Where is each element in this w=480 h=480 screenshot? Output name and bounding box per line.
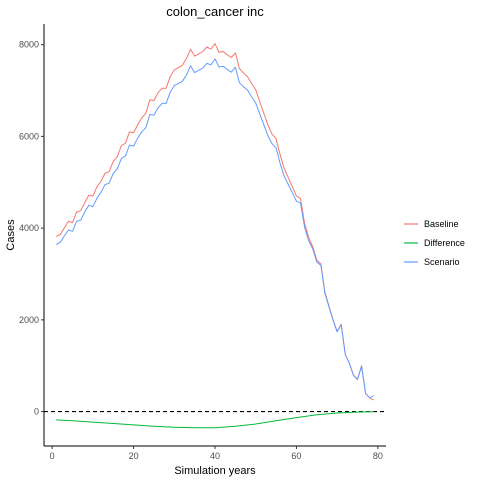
x-tick-label: 20 [129,451,139,461]
legend-label-scenario: Scenario [424,257,460,267]
y-axis-title: Cases [5,219,17,251]
legend-label-baseline: Baseline [424,219,459,229]
x-tick-label: 60 [291,451,301,461]
x-tick-label: 0 [50,451,55,461]
series-line-baseline [55,43,375,401]
y-tick-label: 6000 [19,131,39,141]
series-line-scenario [55,58,375,399]
x-tick-label: 80 [373,451,383,461]
chart-title: colon_cancer inc [166,4,264,19]
y-tick-label: 0 [34,407,39,417]
y-tick-label: 8000 [19,40,39,50]
axes: 0 20 40 60 80 0 2000 4000 6000 8000 [19,24,386,461]
y-tick-label: 2000 [19,315,39,325]
x-tick-label: 40 [210,451,220,461]
series-group [55,43,375,429]
x-axis-title: Simulation years [174,465,256,477]
legend-label-difference: Difference [424,238,465,248]
legend: Baseline Difference Scenario [404,219,465,267]
y-tick-label: 4000 [19,223,39,233]
series-line-difference [56,411,374,429]
